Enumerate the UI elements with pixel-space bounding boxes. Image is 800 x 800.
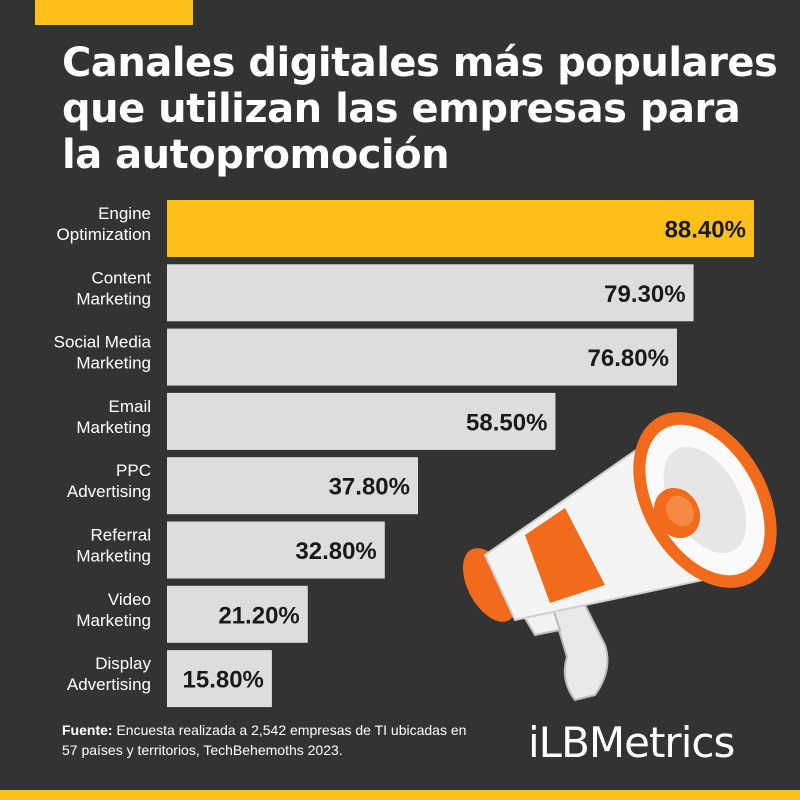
bar-5 xyxy=(167,521,385,579)
value-label-6: 21.20% xyxy=(218,602,299,629)
category-label-2-line-1: Marketing xyxy=(76,354,151,373)
bar-7 xyxy=(167,650,272,708)
bar-3 xyxy=(167,392,556,450)
value-label-5: 32.80% xyxy=(295,538,376,565)
source-label: Fuente: xyxy=(62,722,113,738)
category-label-5-line-1: Marketing xyxy=(76,547,151,566)
category-label-4-line-1: Advertising xyxy=(67,482,151,501)
category-label-7-line-1: Advertising xyxy=(67,675,151,694)
bar-2 xyxy=(167,328,677,386)
megaphone-icon xyxy=(455,395,785,725)
category-label-1-line-0: Content xyxy=(91,268,151,287)
value-label-4: 37.80% xyxy=(329,474,410,501)
bar-1 xyxy=(167,264,694,322)
bottom-accent-bar xyxy=(0,790,800,800)
category-label-5-line-0: Referral xyxy=(91,526,151,545)
category-label-0-line-0: Engine xyxy=(98,204,151,223)
category-label-4-line-0: PPC xyxy=(116,461,151,480)
chart-title: Canales digitales más populares que util… xyxy=(62,40,778,178)
top-accent-bar xyxy=(35,0,193,25)
category-label-3-line-1: Marketing xyxy=(76,418,151,437)
source-text: Encuesta realizada a 2,542 empresas de T… xyxy=(62,722,467,758)
category-label-6-line-0: Video xyxy=(108,590,151,609)
value-label-3: 58.50% xyxy=(466,409,547,436)
bar-0 xyxy=(167,200,754,257)
category-label-6-line-1: Marketing xyxy=(76,611,151,630)
bar-4 xyxy=(167,457,418,515)
bar-6 xyxy=(167,585,308,643)
brand-logo: iLBMetrics xyxy=(528,718,735,767)
category-label-7-line-0: Display xyxy=(95,654,151,673)
value-label-7: 15.80% xyxy=(183,667,264,694)
category-label-0-line-1: Optimization xyxy=(57,225,151,244)
category-label-2-line-0: Social Media xyxy=(54,333,152,352)
value-label-1: 79.30% xyxy=(604,281,685,308)
source-note: Fuente: Encuesta realizada a 2,542 empre… xyxy=(62,720,482,760)
value-label-2: 76.80% xyxy=(588,345,669,372)
value-label-0: 88.40% xyxy=(665,217,746,244)
category-label-3-line-0: Email xyxy=(108,397,151,416)
category-label-1-line-1: Marketing xyxy=(76,289,151,308)
